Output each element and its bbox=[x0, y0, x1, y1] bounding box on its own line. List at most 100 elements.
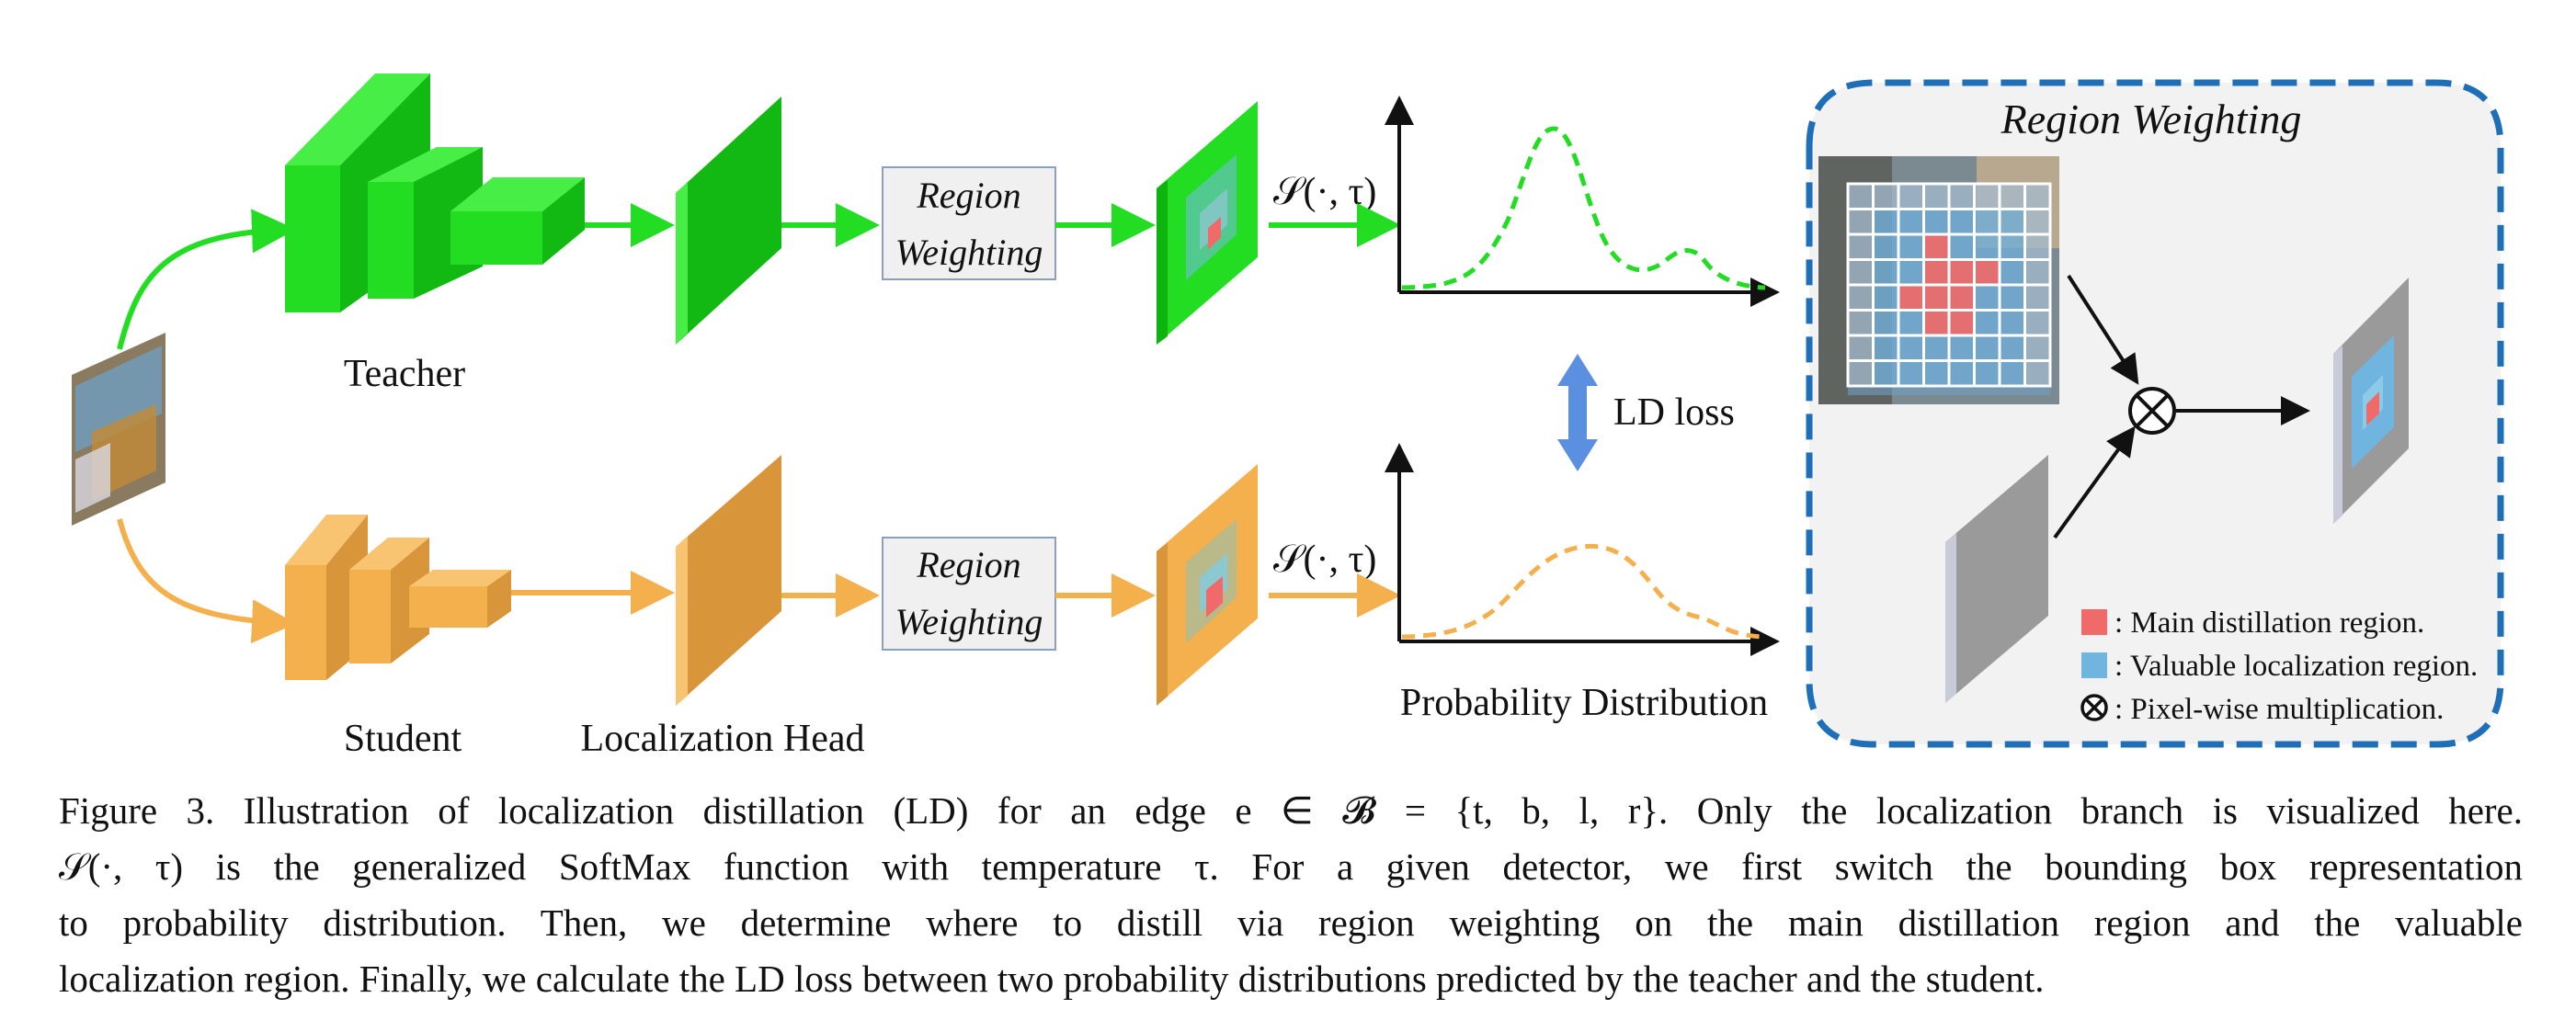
arrow-photo-to-multiply bbox=[2067, 274, 2139, 385]
legend-multiply-text: : Pixel-wise multiplication. bbox=[2114, 693, 2444, 726]
grid-cell bbox=[2023, 232, 2052, 261]
output-weighted-map bbox=[2333, 278, 2409, 524]
ld-loss-arrow bbox=[1557, 354, 1598, 471]
grid-cell bbox=[1947, 208, 1976, 236]
grid-cell bbox=[1998, 232, 2026, 261]
grid-cell bbox=[1998, 258, 2026, 287]
caption-line-2: 𝒮(·, τ) is the generalized SoftMax funct… bbox=[59, 845, 2523, 888]
legend-valuable-text: : Valuable localization region. bbox=[2114, 650, 2478, 683]
caption-line-1: Figure 3. Illustration of localization d… bbox=[59, 789, 2523, 832]
grid-cell bbox=[1922, 208, 1951, 236]
grid-cell bbox=[1947, 232, 1976, 261]
teacher-localization-head bbox=[676, 96, 781, 345]
grid-cell bbox=[1998, 208, 2026, 236]
grid-cell bbox=[1998, 309, 2026, 337]
region-weighting-panel: Region Weighting bbox=[1806, 79, 2504, 748]
student-rw-label-2: Weighting bbox=[895, 601, 1043, 642]
grid-cell bbox=[1846, 232, 1875, 261]
grid-cell bbox=[1897, 208, 1925, 236]
grid-cell bbox=[1897, 182, 1925, 210]
grid-cell bbox=[1897, 258, 1925, 287]
grid-cell bbox=[1947, 359, 1976, 388]
student-label: Student bbox=[344, 718, 462, 760]
grid-cell bbox=[1998, 359, 2026, 388]
teacher-rw-label-2: Weighting bbox=[895, 232, 1043, 273]
grid-cell bbox=[1973, 182, 2001, 210]
grid-cell bbox=[1973, 359, 2001, 388]
arrow-input-to-teacher bbox=[117, 209, 296, 350]
grid-cell bbox=[1897, 359, 1925, 388]
grid-cell bbox=[1872, 334, 1900, 362]
legend: : Main distillation region. : Valuable l… bbox=[2080, 607, 2478, 726]
figure-caption: Figure 3. Illustration of localization d… bbox=[59, 783, 2523, 1007]
caption-line-3: to probability distribution. Then, we de… bbox=[59, 901, 2523, 944]
region-grid bbox=[1846, 182, 2052, 388]
grid-cell bbox=[1922, 359, 1951, 388]
grid-cell bbox=[1973, 208, 2001, 236]
student-localization-head bbox=[676, 455, 781, 706]
teacher-label: Teacher bbox=[344, 353, 465, 395]
grid-cell bbox=[2023, 208, 2052, 236]
grid-cell bbox=[1922, 309, 1951, 337]
student-distribution-plot bbox=[1385, 443, 1780, 656]
grid-cell bbox=[1922, 232, 1951, 261]
grid-cell bbox=[2023, 182, 2052, 210]
legend-otimes-icon bbox=[2080, 694, 2108, 721]
panel-title: Region Weighting bbox=[2000, 96, 2302, 142]
grid-cell bbox=[1846, 334, 1875, 362]
grid-cell bbox=[1947, 283, 1976, 312]
grid-cell bbox=[1897, 283, 1925, 312]
probability-distribution-label: Probability Distribution bbox=[1400, 682, 1768, 724]
student-softmax-label: 𝒮(·, τ) bbox=[1273, 539, 1376, 581]
grid-cell bbox=[1973, 334, 2001, 362]
grid-cell bbox=[1846, 208, 1875, 236]
grid-cell bbox=[1922, 258, 1951, 287]
grid-cell bbox=[1872, 283, 1900, 312]
grid-cell bbox=[1947, 309, 1976, 337]
localization-head-label: Localization Head bbox=[580, 718, 864, 760]
grid-cell bbox=[2023, 258, 2052, 287]
grid-cell bbox=[1872, 208, 1900, 236]
teacher-rw-label-1: Region bbox=[916, 175, 1020, 216]
grid-cell bbox=[1922, 283, 1951, 312]
grid-cell bbox=[1872, 232, 1900, 261]
grid-cell bbox=[1846, 182, 1875, 210]
student-backbone bbox=[285, 515, 511, 680]
otimes-icon bbox=[2128, 387, 2176, 435]
arrow-input-to-student bbox=[117, 518, 296, 644]
legend-swatch-valuable bbox=[2081, 652, 2107, 678]
grid-cell bbox=[1973, 232, 2001, 261]
grid-cell bbox=[1922, 334, 1951, 362]
ld-loss-label: LD loss bbox=[1613, 391, 1735, 434]
teacher-softmax-label: 𝒮(·, τ) bbox=[1273, 171, 1376, 213]
region-photo bbox=[1818, 156, 2059, 404]
grid-cell bbox=[1973, 309, 2001, 337]
grid-cell bbox=[1846, 309, 1875, 337]
student-rw-label-1: Region bbox=[916, 544, 1020, 585]
grid-cell bbox=[1947, 182, 1976, 210]
teacher-backbone bbox=[285, 74, 585, 312]
grid-cell bbox=[1947, 258, 1976, 287]
grid-cell bbox=[1846, 283, 1875, 312]
grid-cell bbox=[2023, 309, 2052, 337]
grid-cell bbox=[1872, 309, 1900, 337]
grid-cell bbox=[1922, 182, 1951, 210]
grid-cell bbox=[1872, 359, 1900, 388]
grid-cell bbox=[2023, 283, 2052, 312]
legend-swatch-main bbox=[2081, 609, 2107, 635]
grid-cell bbox=[1998, 334, 2026, 362]
gray-feature-map bbox=[1945, 455, 2048, 703]
arrow-map-to-multiply bbox=[2053, 425, 2136, 539]
legend-main-text: : Main distillation region. bbox=[2114, 607, 2424, 640]
grid-cell bbox=[1897, 309, 1925, 337]
teacher-region-weighting-box: Region Weighting bbox=[882, 166, 1056, 280]
teacher-weighted-map bbox=[1157, 101, 1258, 345]
ld-diagram: Region Weighting 𝒮(·, τ) LD loss bbox=[72, 74, 2504, 760]
grid-cell bbox=[1872, 182, 1900, 210]
caption-line-4: localization region. Finally, we calcula… bbox=[59, 958, 2045, 1000]
grid-cell bbox=[1998, 283, 2026, 312]
grid-cell bbox=[1973, 283, 2001, 312]
grid-cell bbox=[1897, 334, 1925, 362]
grid-cell bbox=[1947, 334, 1976, 362]
student-weighted-map bbox=[1157, 464, 1258, 706]
